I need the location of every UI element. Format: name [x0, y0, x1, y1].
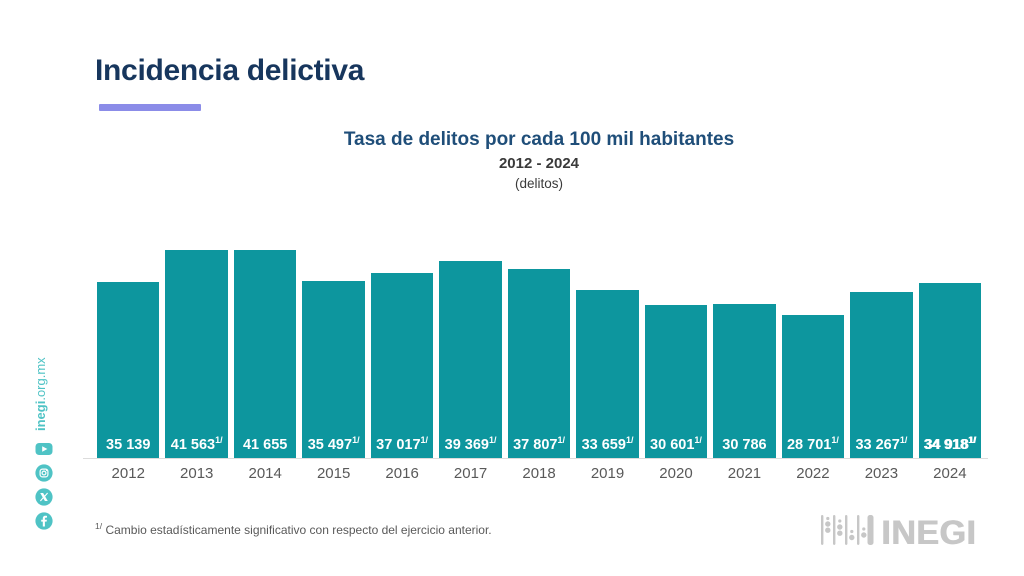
- title-underline-accent: [99, 104, 201, 111]
- year-label: 2023: [864, 465, 899, 482]
- year-label: 2016: [385, 465, 419, 482]
- chart-subtitle: 2012 - 2024: [498, 154, 580, 172]
- bar-2022: 28 7011/: [781, 314, 845, 458]
- bar-value-label: 30 6011/: [650, 435, 702, 453]
- footnote-text: Cambio estadísticamente significativo co…: [105, 523, 492, 537]
- year-label: 2018: [522, 465, 556, 482]
- x-icon[interactable]: [35, 488, 53, 506]
- bar-value-label: 28 7011/: [786, 435, 839, 453]
- year-label: 2024: [933, 465, 967, 482]
- bar-value-label: 37 8071/: [513, 435, 565, 453]
- bar-value-label: 41 655: [242, 437, 288, 453]
- sidebar-site-url: inegi.org.mx: [33, 357, 48, 431]
- instagram-icon[interactable]: [35, 464, 53, 482]
- year-label: 2017: [453, 465, 488, 482]
- bar-2024: 34 9181/: [918, 283, 982, 458]
- bar-2020: 30 6011/: [644, 305, 708, 458]
- bar-2012: 35 139: [97, 282, 160, 458]
- chart-unit-label: (delitos): [514, 175, 563, 191]
- page-title: Incidencia delictiva: [95, 54, 365, 87]
- bar-value-label: 37 0171/: [376, 435, 429, 453]
- bar-value-label: 35 139: [106, 437, 151, 453]
- chart-header: Tasa de delitos por cada 100 mil habitan…: [97, 128, 981, 192]
- social-icons-column: [35, 440, 53, 530]
- bar-value-label: 39 3691/: [444, 435, 497, 453]
- youtube-icon[interactable]: [35, 440, 53, 458]
- bar-value-label: 35 4971/: [307, 435, 360, 453]
- site-url-bold: inegi: [33, 400, 48, 431]
- footnote-marker: 1/: [95, 521, 103, 531]
- baseline-axis: [83, 458, 988, 459]
- bar-2015: 35 4971/: [302, 280, 365, 458]
- bar-value-label: 33 2671/: [855, 435, 908, 453]
- bar-2023: 33 2671/: [850, 291, 913, 458]
- bar-value-label: 34 9181/: [923, 435, 976, 453]
- facebook-icon[interactable]: [35, 512, 53, 530]
- bar-2019: 33 6591/: [576, 289, 639, 458]
- year-label: 2019: [590, 465, 625, 482]
- bar-2018: 37 8071/: [507, 269, 571, 458]
- bar-2021: 30 786: [713, 304, 776, 458]
- bar-2013: 41 5631/: [165, 250, 228, 458]
- chart-title: Tasa de delitos por cada 100 mil habitan…: [343, 129, 735, 150]
- footnote: 1/ Cambio estadísticamente significativo…: [95, 521, 492, 537]
- year-label: 2022: [796, 465, 830, 482]
- year-label: 2014: [248, 465, 282, 482]
- bar-2014: 41 655: [233, 249, 297, 458]
- inegi-logo: INEGI: [820, 512, 976, 553]
- year-label: 2021: [727, 465, 762, 482]
- year-axis: 2012 2013 2014 2015 2016 2017 2018 2019 2020 2021…: [97, 465, 981, 482]
- year-label: 2020: [659, 465, 693, 482]
- bar-value-label: 41 5631/: [170, 435, 223, 453]
- year-label: 2012: [111, 465, 145, 482]
- bar-value-label: 30 786: [722, 437, 767, 453]
- bars-row: 35 139 41 5631/41 655 35 4971/37 0171/39 3…: [97, 249, 982, 458]
- bar-value-label: 33 6591/: [581, 435, 634, 453]
- inegi-abacus-icon: [820, 512, 874, 553]
- bar-2016: 37 0171/: [370, 272, 434, 458]
- site-url-rest: .org.mx: [33, 357, 48, 401]
- bar-2017: 39 3691/: [439, 261, 502, 458]
- year-label: 2015: [316, 465, 351, 482]
- year-label: 2013: [180, 465, 214, 482]
- inegi-logo-text: INEGI: [881, 513, 977, 552]
